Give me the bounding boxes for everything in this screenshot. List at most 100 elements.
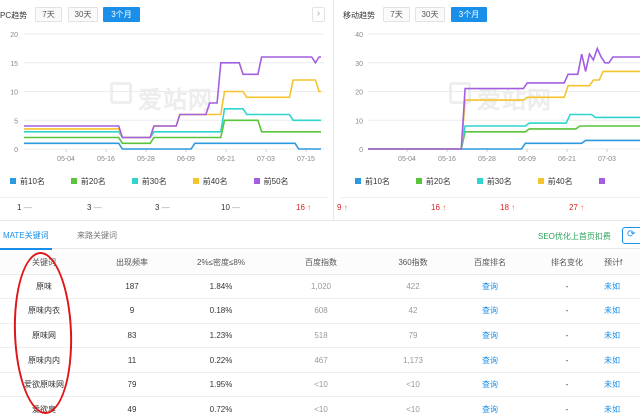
section-separator (0, 220, 640, 221)
legend-label: 前10名 (20, 176, 45, 186)
legend-item-top30[interactable]: 前30名 (131, 176, 167, 187)
rank-change-cell: - (530, 274, 604, 300)
rank-up-arrow-icon: ↑ (511, 203, 516, 212)
rank-value: 16 (296, 203, 305, 212)
table-row: 爱欲臭 49 0.72% <10 <10 查询 - 未如 (0, 396, 640, 416)
legend-item-top20[interactable]: 前20名 (70, 176, 106, 187)
tab-mate-keywords[interactable]: MATE关键词 (0, 231, 52, 250)
refresh-icon[interactable]: ⟳ (622, 227, 640, 244)
series-line-3 (24, 108, 321, 139)
x-tick-label: 06-09 (177, 156, 195, 163)
rank-change-cell: - (530, 347, 604, 373)
pc-rank-top10: 1 — (17, 203, 32, 212)
baidu-index-cell: <10 (266, 372, 376, 398)
col-frequency[interactable]: 出现频率 (88, 252, 176, 275)
legend-item-top20[interactable]: 前20名 (415, 176, 451, 187)
rank-change-cell: - (530, 298, 604, 324)
mobile-range-3m[interactable]: 3个月 (451, 7, 487, 22)
panel-divider (333, 0, 334, 220)
legend-item-top40[interactable]: 前40名 (537, 176, 573, 187)
legend-item-top40[interactable]: 前40名 (192, 176, 228, 187)
baidu-rank-query-link[interactable]: 查询 (450, 396, 530, 416)
x-tick-label: 05-28 (478, 156, 496, 163)
rank-change: — (93, 203, 102, 212)
estimate-cell[interactable]: 未如 (604, 298, 640, 324)
mobile-trend-title: 移动趋势 (343, 11, 375, 20)
table-header-row: 关键词 出现频率 2%≤密度≤8% 百度指数 360指数 百度排名 排名变化 预… (0, 252, 640, 275)
frequency-cell: 49 (88, 396, 176, 416)
keyword-cell: 原味网 (0, 323, 88, 349)
y-tick-label: 20 (355, 90, 363, 97)
legend-label: 前50名 (263, 176, 289, 186)
baidu-index-cell: 467 (266, 347, 376, 373)
estimate-cell[interactable]: 未如 (604, 323, 640, 349)
legend-label: 前20名 (80, 176, 106, 186)
pc-rank-top30: 3 — (155, 203, 170, 212)
series-line-1 (368, 139, 640, 150)
pc-next-arrow-icon[interactable]: › (312, 7, 325, 22)
baidu-rank-query-link[interactable]: 查询 (450, 347, 530, 373)
col-density[interactable]: 2%≤密度≤8% (176, 252, 266, 275)
legend-swatch-top10 (355, 178, 361, 184)
baidu-rank-query-link[interactable]: 查询 (450, 372, 530, 398)
rank-up-arrow-icon: ↑ (580, 203, 585, 212)
baidu-index-cell: 608 (266, 298, 376, 324)
density-cell: 1.95% (176, 372, 266, 398)
baidu-rank-query-link[interactable]: 查询 (450, 298, 530, 324)
legend-item-top50[interactable] (598, 178, 609, 184)
watermark-logo-icon (110, 82, 132, 104)
rank-value: 27 (569, 203, 578, 212)
series-line-4 (368, 70, 640, 150)
estimate-cell[interactable]: 未如 (604, 274, 640, 300)
series-line-3 (368, 113, 640, 150)
baidu-rank-query-link[interactable]: 查询 (450, 274, 530, 300)
360-index-cell: 42 (376, 298, 450, 324)
baidu-rank-query-link[interactable]: 查询 (450, 323, 530, 349)
360-index-cell: <10 (376, 396, 450, 416)
360-index-cell: 422 (376, 274, 450, 300)
col-keyword[interactable]: 关键词 (0, 252, 88, 275)
y-tick-label: 20 (10, 32, 18, 39)
legend-label: 前20名 (425, 176, 451, 186)
rank-change: — (232, 203, 241, 212)
keyword-cell: 爱欲原味网 (0, 372, 88, 398)
tab-source-keywords[interactable]: 来路关键词 (77, 231, 117, 240)
legend-item-top10[interactable]: 前10名 (10, 176, 45, 187)
col-360-index[interactable]: 360指数 (376, 252, 450, 275)
baidu-index-cell: 1,020 (266, 274, 376, 300)
legend-label: 前30名 (141, 176, 167, 186)
rank-change-cell: - (530, 372, 604, 398)
estimate-cell[interactable]: 未如 (604, 396, 640, 416)
seo-pay-link[interactable]: SEO优化上首页扣费 (538, 232, 611, 241)
rank-change-cell: - (530, 396, 604, 416)
legend-item-top50[interactable]: 前50名 (253, 176, 289, 187)
360-index-cell: <10 (376, 372, 450, 398)
mobile-range-7d[interactable]: 7天 (383, 7, 410, 22)
mobile-trend-panel: 移动趋势 7天 30天 3个月 爱站网 40 30 20 10 0 05-04 05-16 0… (337, 0, 640, 220)
density-cell: 0.72% (176, 396, 266, 416)
pc-range-30d[interactable]: 30天 (68, 7, 98, 22)
x-tick-label: 06-21 (217, 156, 235, 163)
y-tick-label: 0 (14, 147, 18, 154)
y-tick-label: 5 (14, 118, 18, 125)
rank-up-arrow-icon: ↑ (343, 203, 348, 212)
col-baidu-index[interactable]: 百度指数 (266, 252, 376, 275)
legend-item-top10[interactable]: 前10名 (355, 176, 390, 187)
estimate-cell[interactable]: 未如 (604, 347, 640, 373)
baidu-index-cell: <10 (266, 396, 376, 416)
density-cell: 0.18% (176, 298, 266, 324)
mobile-range-30d[interactable]: 30天 (415, 7, 445, 22)
keyword-cell: 原味内衣 (0, 298, 88, 324)
legend-item-top30[interactable]: 前30名 (476, 176, 512, 187)
y-tick-label: 10 (355, 118, 363, 125)
col-baidu-rank: 百度排名 (450, 252, 530, 275)
x-tick-label: 07-03 (257, 156, 275, 163)
pc-range-3m[interactable]: 3个月 (103, 7, 140, 22)
rank-value: 16 (431, 203, 440, 212)
pc-range-7d[interactable]: 7天 (35, 7, 62, 22)
estimate-cell[interactable]: 未如 (604, 372, 640, 398)
mobile-legend: 前10名 前20名 前30名 前40名 (355, 174, 635, 188)
legend-swatch-top20 (415, 178, 422, 184)
rank-change: — (161, 203, 170, 212)
legend-label: 前10名 (365, 176, 390, 186)
